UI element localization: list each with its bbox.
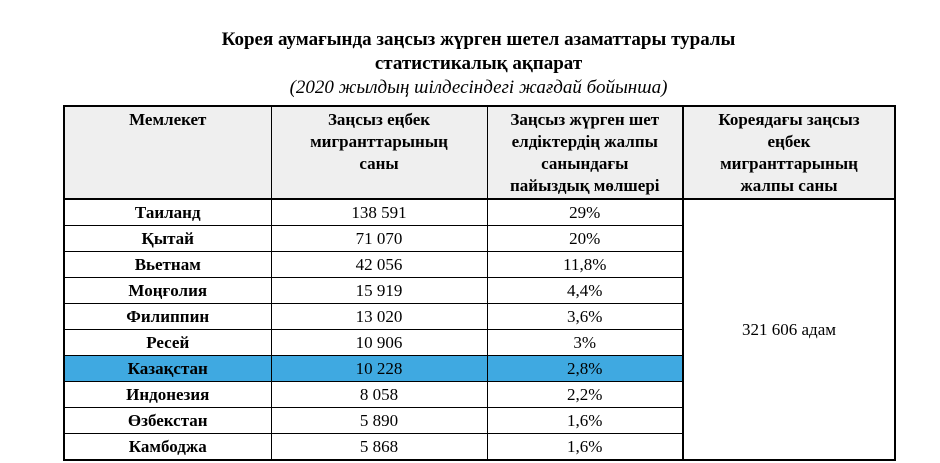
country-cell: Камбоджа [63,433,272,461]
country-cell: Қытай [63,225,272,252]
table-row: Вьетнам 42 056 11,8% [63,251,895,278]
percent-cell: 3% [486,329,684,356]
percent-cell: 2,8% [486,355,684,382]
country-cell: Филиппин [63,303,272,330]
percent-cell: 29% [486,198,684,226]
country-cell: Моңғолия [63,277,272,304]
percent-cell: 4,4% [486,277,684,304]
percent-cell: 20% [486,225,684,252]
table-row: Моңғолия 15 919 4,4% [63,277,895,304]
percent-cell: 11,8% [486,251,684,278]
total-cell: 321 606 адам [682,198,896,461]
document-title-block: Корея аумағында заңсыз жүрген шетел азам… [63,28,894,100]
table-row: Индонезия 8 058 2,2% [63,381,895,408]
country-cell: Өзбекстан [63,407,272,434]
country-cell: Ресей [63,329,272,356]
country-cell: Индонезия [63,381,272,408]
document-title-line-2: статистикалық ақпарат [374,53,583,74]
percent-cell: 1,6% [486,433,684,461]
count-cell: 10 906 [270,329,488,356]
header-total-count: Кореядағы заңсыз еңбек мигранттарының жа… [682,105,896,200]
header-country: Мемлекет [63,105,272,200]
count-cell: 138 591 [270,198,488,226]
count-cell: 71 070 [270,225,488,252]
table-body: Таиланд 138 591 29% 321 606 адам Қытай 7… [63,198,896,461]
table-row: Қытай 71 070 20% [63,225,895,252]
country-cell: Таиланд [63,198,272,226]
document-title-line-1: Корея аумағында заңсыз жүрген шетел азам… [221,29,736,50]
percent-cell: 2,2% [486,381,684,408]
table-header: Мемлекет Заңсыз еңбек мигранттарының сан… [63,105,896,200]
count-cell: 10 228 [270,355,488,382]
header-row: Мемлекет Заңсыз еңбек мигранттарының сан… [63,105,896,200]
count-cell: 5 868 [270,433,488,461]
header-percent-share: Заңсыз жүрген шет елдіктердің жалпы саны… [486,105,684,200]
count-cell: 13 020 [270,303,488,330]
table-row: Камбоджа 5 868 1,6% [63,433,895,461]
header-migrant-count: Заңсыз еңбек мигранттарының саны [270,105,488,200]
count-cell: 8 058 [270,381,488,408]
table-row: Филиппин 13 020 3,6% [63,303,895,330]
count-cell: 42 056 [270,251,488,278]
document-subtitle: (2020 жылдың шілдесіндегі жағдай бойынша… [289,77,668,98]
count-cell: 5 890 [270,407,488,434]
percent-cell: 1,6% [486,407,684,434]
country-cell: Казақстан [63,355,272,382]
count-cell: 15 919 [270,277,488,304]
statistics-table: Мемлекет Заңсыз еңбек мигранттарының сан… [63,105,896,461]
table-row: Өзбекстан 5 890 1,6% [63,407,895,434]
table-row: Таиланд 138 591 29% 321 606 адам [63,198,896,461]
table-row-highlighted: Казақстан 10 228 2,8% [63,355,895,382]
percent-cell: 3,6% [486,303,684,330]
country-cell: Вьетнам [63,251,272,278]
table-row: Ресей 10 906 3% [63,329,895,356]
